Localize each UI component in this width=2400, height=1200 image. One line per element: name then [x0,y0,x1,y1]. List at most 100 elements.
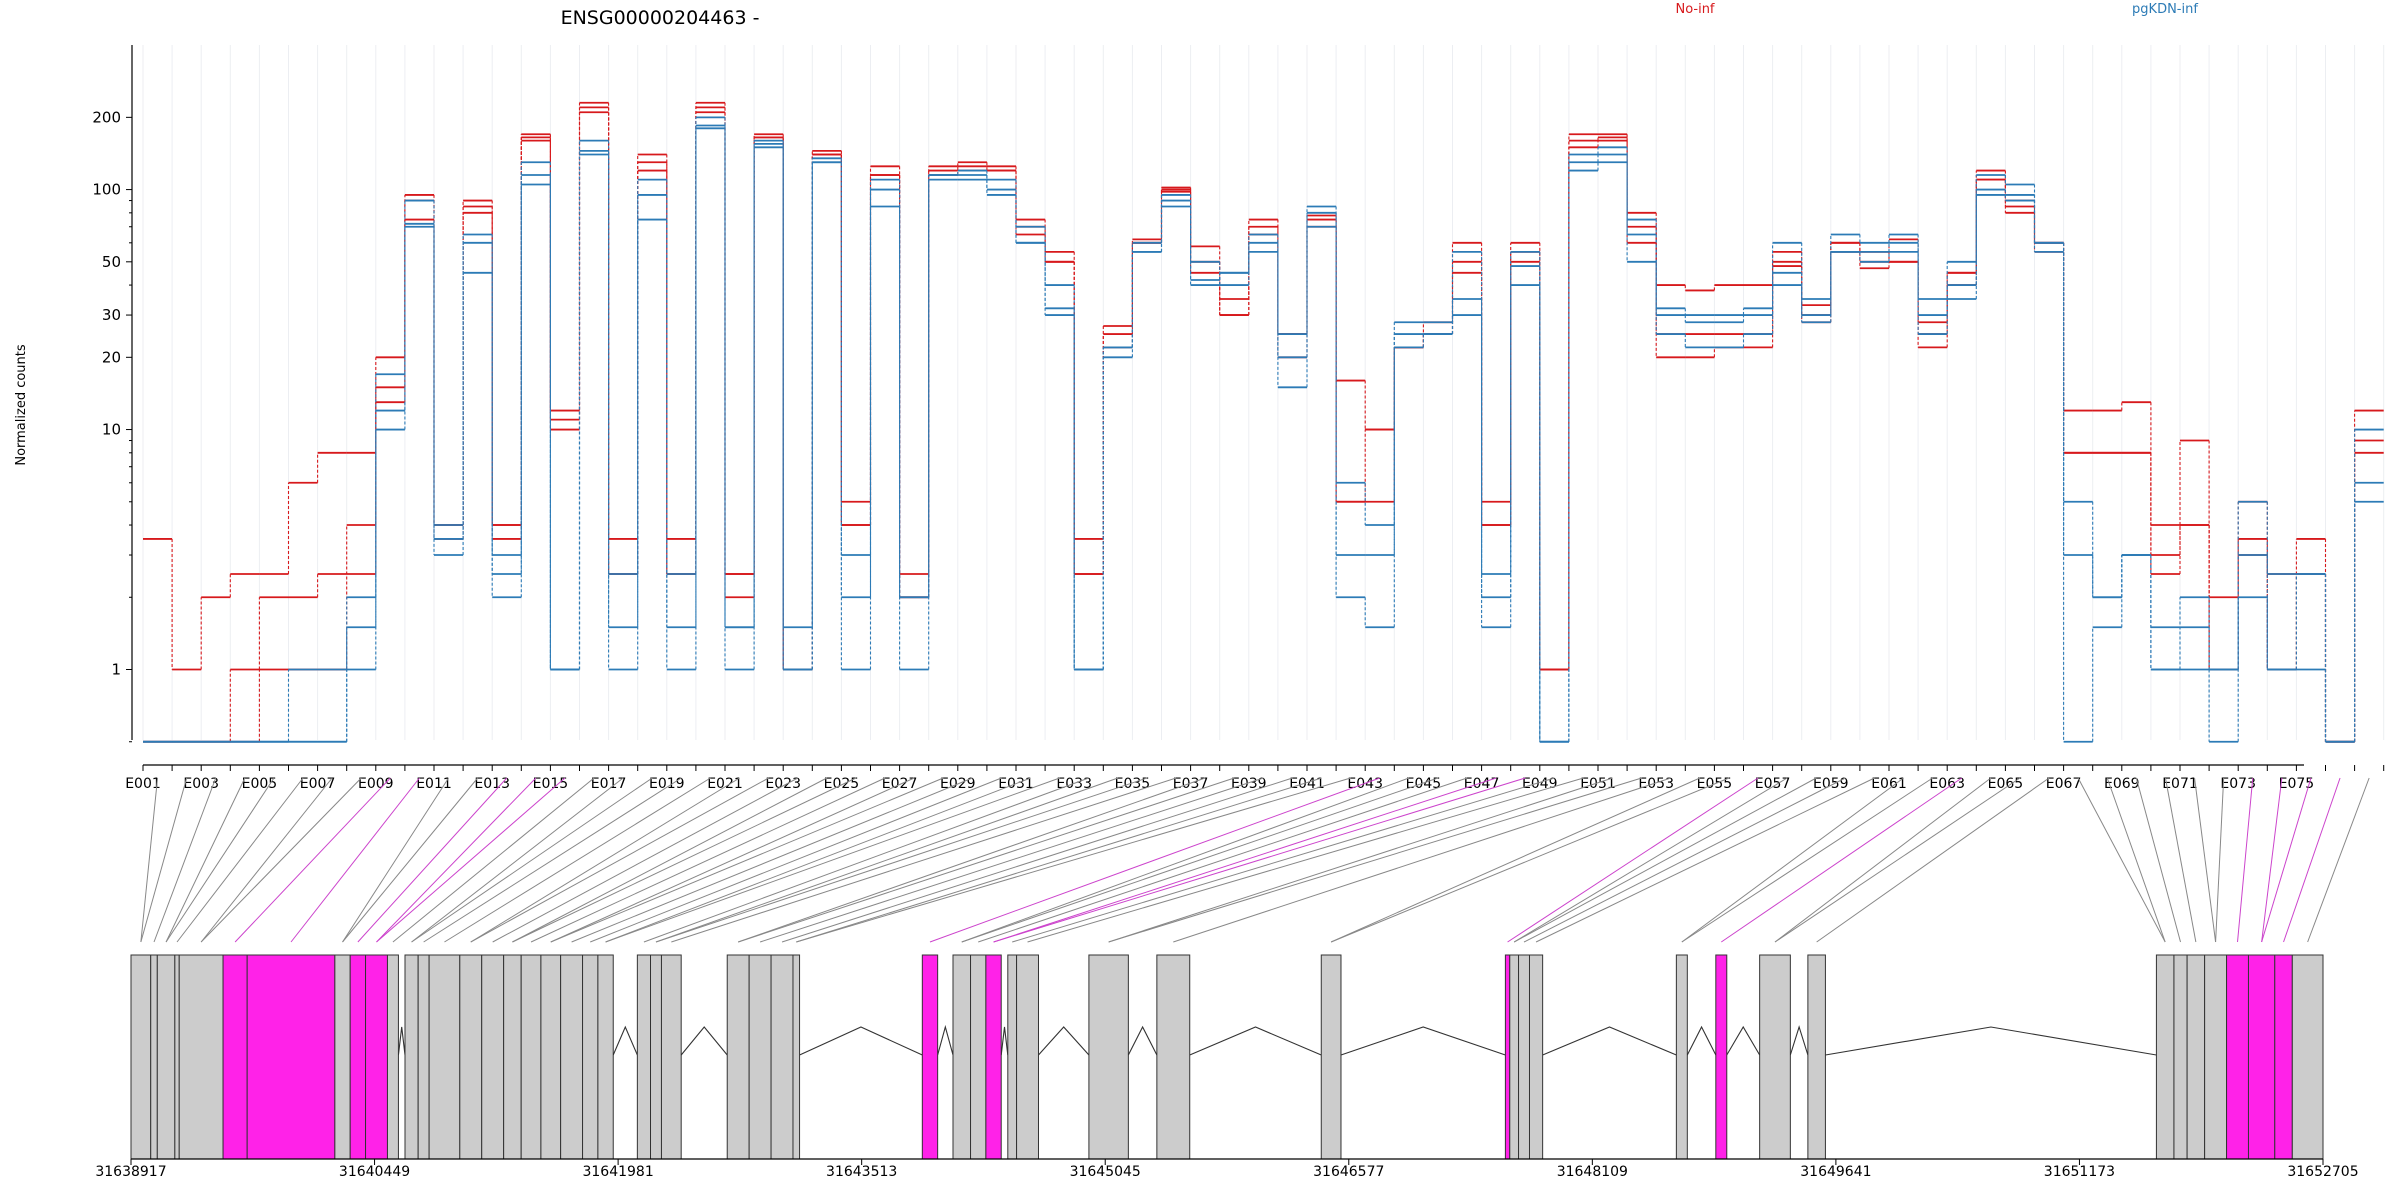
connector-line [738,777,1206,943]
exon-box [1320,954,1342,1160]
connector-line [1721,777,1963,943]
x-tick-label: E013 [474,776,510,792]
connector-line [978,777,1468,943]
connector-line [781,777,1293,943]
exon-box [150,954,158,1160]
genome-tick-label: 31652705 [2287,1164,2358,1180]
connector-line [1173,777,1671,943]
genome-tick-label: 31645045 [1070,1164,1141,1180]
connector-line [1108,777,1613,943]
connector-line [1774,777,2021,943]
genome-tick-label: 31643513 [826,1164,897,1180]
exon-box [1088,954,1129,1160]
connector-line [1681,777,1933,943]
connector-line [234,777,391,943]
intron-line [1542,1026,1677,1056]
intron-line [1726,1025,1761,1056]
connector-line [1027,777,1584,943]
chart-title: ENSG00000204463 - [561,7,760,29]
intron-line [1340,1026,1506,1056]
exon-box [2155,954,2175,1160]
exon-box [1007,954,1018,1160]
connector-line [796,777,1351,943]
connector-line [605,777,1031,943]
highlighted-exon [1715,954,1728,1160]
exon-box [2186,954,2206,1160]
connector-line [1816,777,2050,943]
genome-tick-label: 31648109 [1557,1164,1628,1180]
connector-line [165,777,275,943]
exon-box [404,954,419,1160]
exon-box [660,954,682,1160]
connector-line [1330,777,1730,943]
intron-line [1686,1025,1717,1056]
exon-box [597,954,614,1160]
exon-box [792,954,801,1160]
intron-line [1825,1026,2157,1056]
intron-line [1789,1025,1809,1056]
x-tick-label: E071 [2162,776,2198,792]
connector-line [392,777,595,943]
genome-tick-label: 31646577 [1313,1164,1384,1180]
highlighted-exon [2247,954,2276,1160]
connector-line [2283,777,2341,943]
connector-line [411,777,624,943]
exon-connector-lines [140,777,2370,943]
connector-line [605,777,1060,943]
connector-line [1513,777,1817,943]
x-tick-label: E063 [1929,776,1965,792]
highlighted-exon [921,954,939,1160]
connector-line [153,777,217,943]
intron-line [612,1025,638,1056]
genome-tick-label: 31651173 [2044,1164,2115,1180]
x-tick-label: E027 [882,776,918,792]
x-tick-label: E001 [125,776,161,792]
intron-lines [397,1024,2157,1056]
x-tick-label: E057 [1755,776,1791,792]
exon-box [540,954,562,1160]
intron-line [680,1026,728,1056]
exon-box [560,954,584,1160]
y-tick-label: 50 [102,253,121,271]
connector-line [929,777,1380,943]
connector-line [411,777,653,943]
connector-line [2237,777,2254,943]
intron-line [1038,1026,1090,1056]
connector-line [655,777,1148,943]
exon-box [1807,954,1826,1160]
connector-line [176,777,304,943]
connector-line [165,777,246,943]
connector-line [357,777,508,943]
x-tick-label: E025 [824,776,860,792]
y-tick-label: 10 [102,421,121,439]
exon-box [386,954,399,1160]
x-tick-label: E015 [533,776,569,792]
highlighted-exon [985,954,1002,1160]
exon-box [636,954,652,1160]
connector-line [342,777,479,943]
intron-line [397,1026,406,1056]
exon-box [770,954,794,1160]
y-tick-label: 20 [102,348,121,366]
highlighted-exon [365,954,388,1160]
connector-line [1523,777,1846,943]
connector-line [492,777,798,943]
connector-line [140,777,159,943]
exon-box [970,954,987,1160]
exon-box [748,954,772,1160]
connector-line [1681,777,1904,943]
x-tick-label: E011 [416,776,452,792]
intron-line [1000,1026,1009,1056]
legend-label-no-inf: No-inf [1675,2,1714,17]
genome-tick-label: 31640449 [339,1164,410,1180]
exon-box [174,954,180,1160]
connector-line [2261,777,2312,943]
exon-box [156,954,176,1160]
connector-line [470,777,769,943]
highlighted-exon [1504,954,1511,1160]
highlighted-exon [246,954,336,1160]
connector-line [796,777,1322,943]
exon-box [1156,954,1191,1160]
exon-box [334,954,351,1160]
